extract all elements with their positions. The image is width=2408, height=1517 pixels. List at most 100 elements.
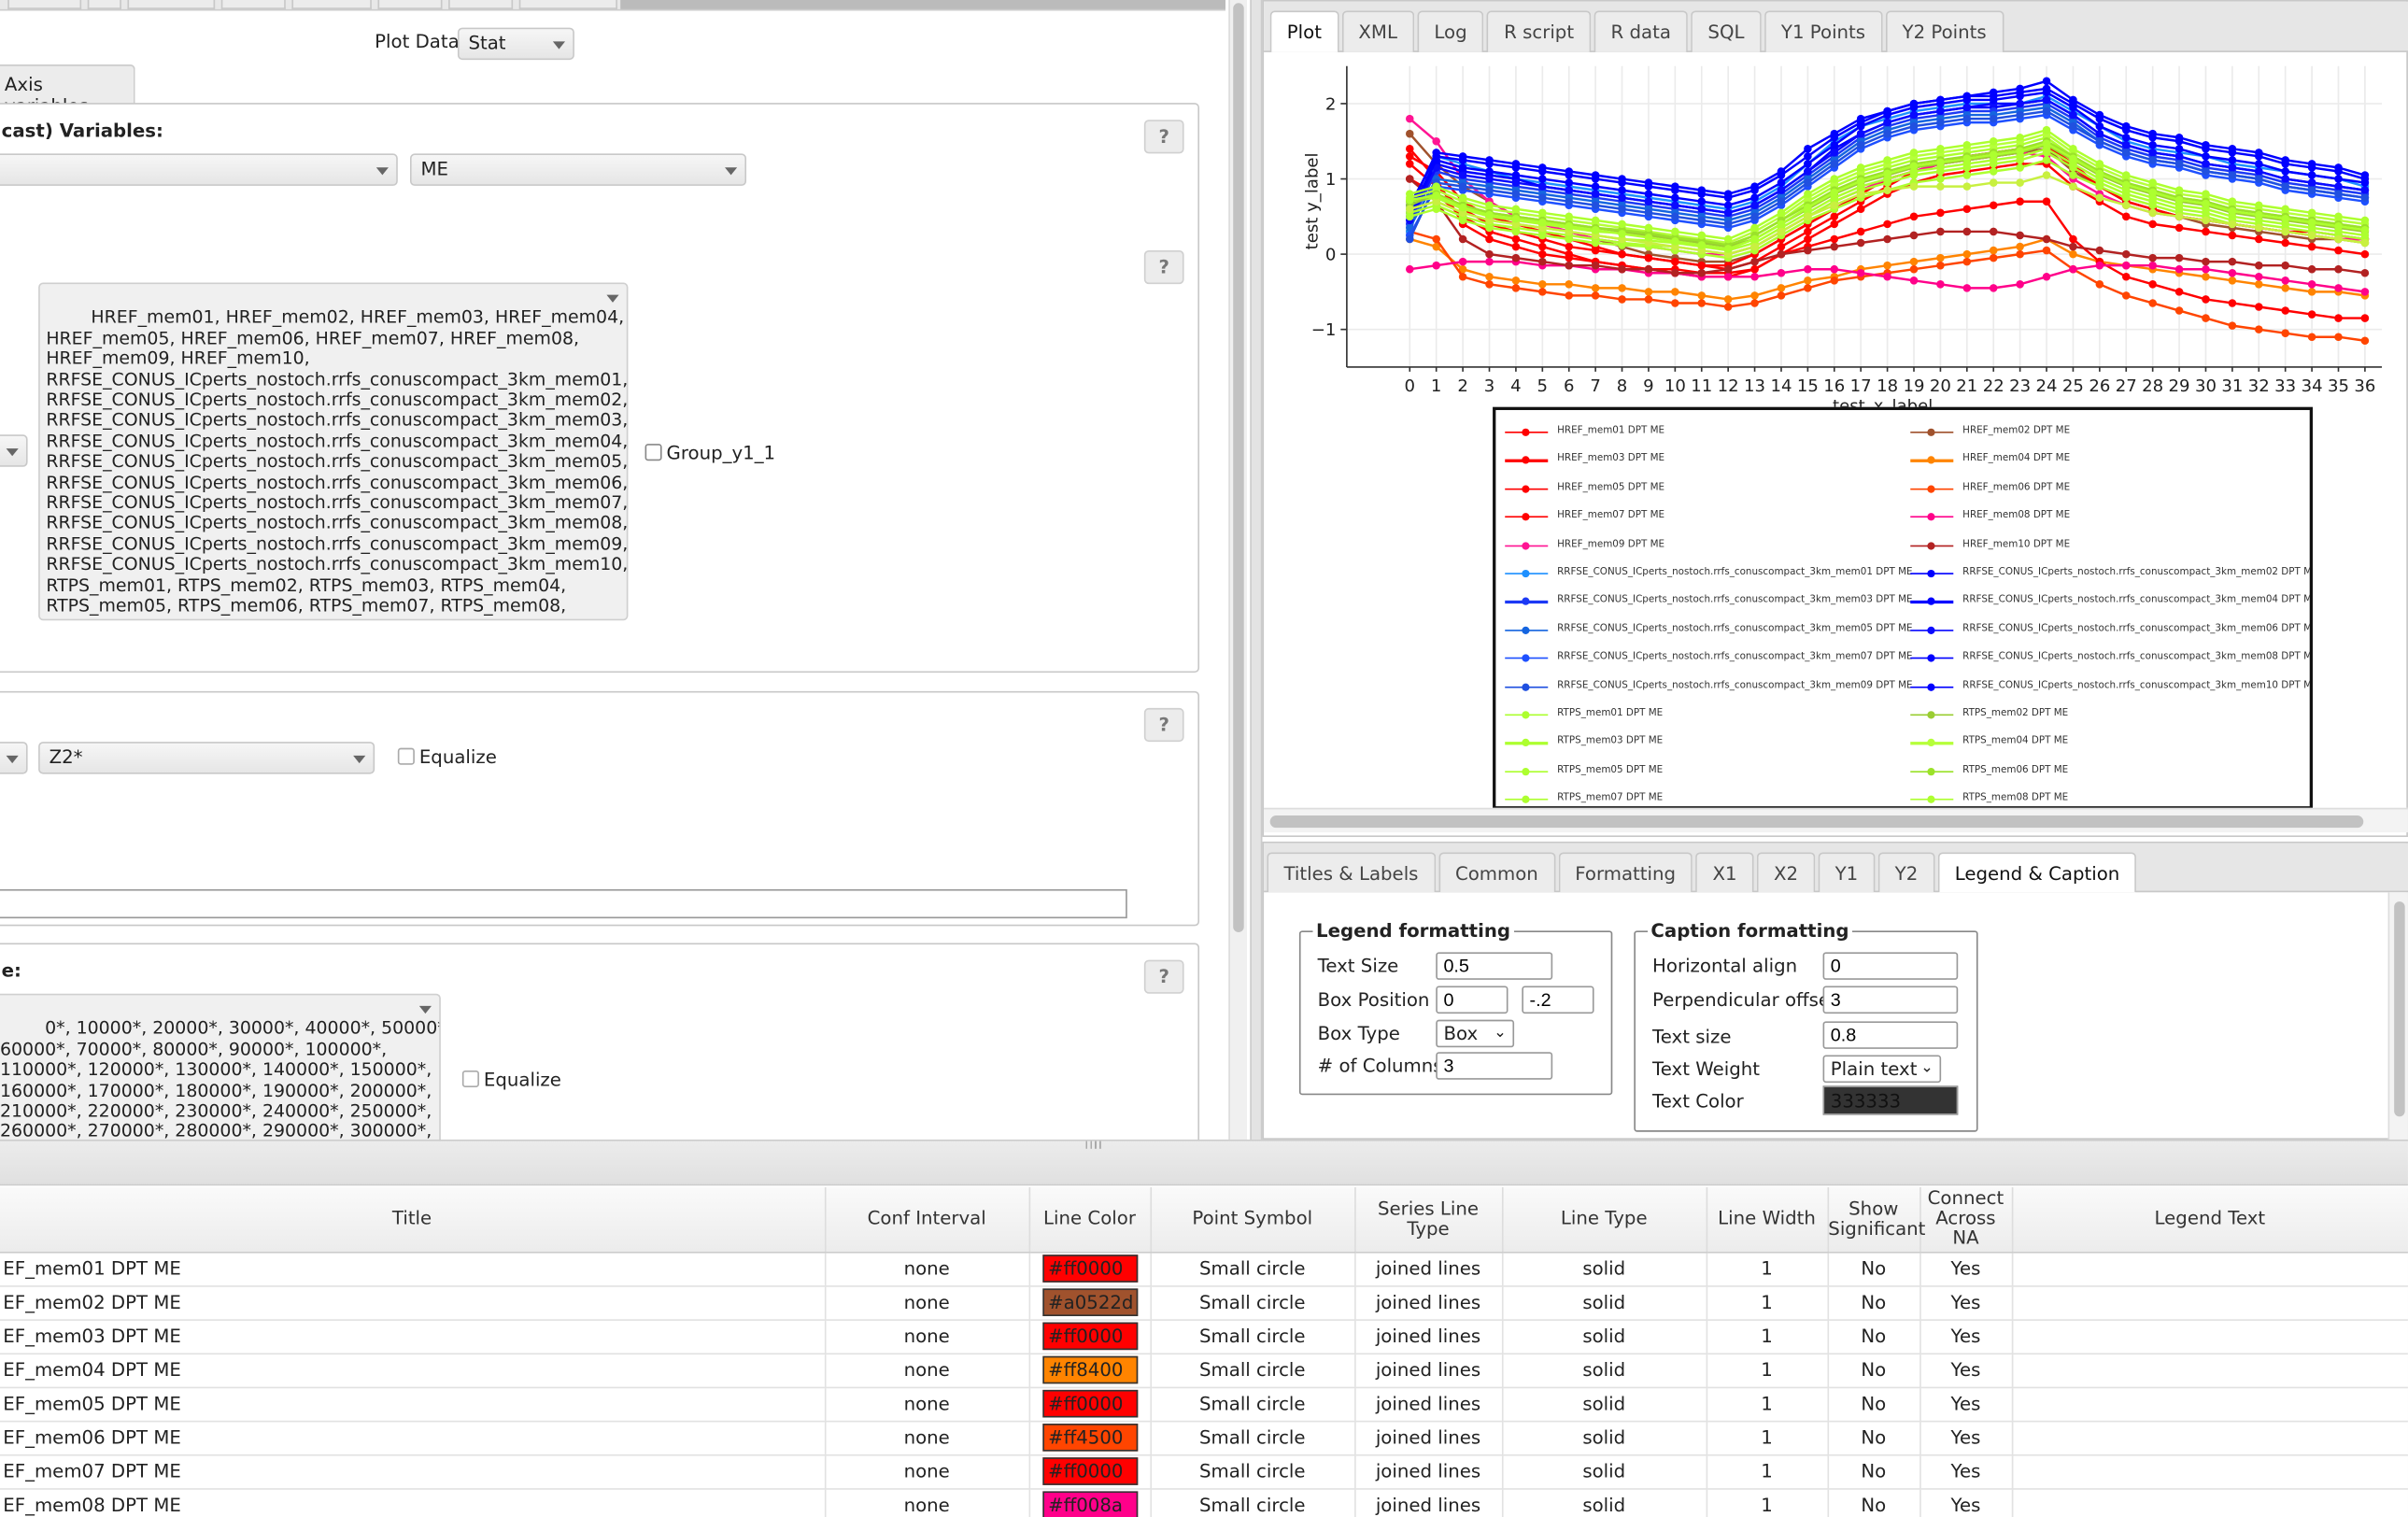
table-row[interactable]: EF_mem01 DPT ME none #ff0000 Small circle jo… xyxy=(0,1251,2408,1286)
cell-line-color[interactable]: #ff0000 xyxy=(1028,1453,1152,1489)
cell-conf-interval[interactable]: none xyxy=(824,1251,1030,1286)
cell-line-type[interactable]: solid xyxy=(1501,1353,1707,1388)
settings-scrollbar[interactable] xyxy=(2387,892,2408,1141)
cell-series-line-type[interactable]: joined lines xyxy=(1354,1319,1503,1354)
cell-title[interactable]: EF_mem08 DPT ME xyxy=(0,1488,826,1517)
table-row[interactable]: EF_mem04 DPT ME none #ff8400 Small circle jo… xyxy=(0,1353,2408,1388)
cell-point-symbol[interactable]: Small circle xyxy=(1150,1353,1355,1388)
left-tab-stub[interactable] xyxy=(291,0,372,9)
cell-series-line-type[interactable]: joined lines xyxy=(1354,1285,1503,1321)
cell-legend-text[interactable] xyxy=(2011,1251,2408,1286)
cell-show-significant[interactable]: No xyxy=(1827,1319,1920,1354)
cell-line-type[interactable]: solid xyxy=(1501,1420,1707,1455)
left-tab-stub[interactable] xyxy=(220,0,286,9)
legend-box-position-y-input[interactable] xyxy=(1522,985,1594,1014)
horizontal-splitter[interactable] xyxy=(0,1139,2408,1186)
cell-line-type[interactable]: solid xyxy=(1501,1453,1707,1489)
cell-point-symbol[interactable]: Small circle xyxy=(1150,1386,1355,1422)
equalize-checkbox[interactable] xyxy=(397,747,415,765)
equalize2-checkbox[interactable] xyxy=(461,1070,479,1088)
left-tab-stub[interactable] xyxy=(87,0,121,9)
table-row[interactable]: EF_mem05 DPT ME none #ff0000 Small circle jo… xyxy=(0,1386,2408,1422)
cell-line-width[interactable]: 1 xyxy=(1706,1386,1829,1422)
cell-show-significant[interactable]: No xyxy=(1827,1285,1920,1321)
cell-title[interactable]: EF_mem06 DPT ME xyxy=(0,1420,826,1455)
help-button[interactable]: ? xyxy=(1143,707,1184,743)
cell-title[interactable]: EF_mem07 DPT ME xyxy=(0,1453,826,1489)
splitter-grip[interactable] xyxy=(1085,1141,1101,1149)
color-swatch[interactable]: #ff4500 xyxy=(1041,1424,1138,1452)
tab-x2[interactable]: X2 xyxy=(1756,852,1816,893)
legend-text-size-input[interactable] xyxy=(1436,952,1553,980)
cell-legend-text[interactable] xyxy=(2011,1488,2408,1517)
cell-title[interactable]: EF_mem01 DPT ME xyxy=(0,1251,826,1286)
tab-legend-caption[interactable]: Legend & Caption xyxy=(1937,852,2137,893)
tab-common[interactable]: Common xyxy=(1438,852,1555,893)
tab-sql[interactable]: SQL xyxy=(1691,10,1762,52)
cell-legend-text[interactable] xyxy=(2011,1453,2408,1489)
stat-select[interactable]: ME xyxy=(409,153,747,186)
cell-series-line-type[interactable]: joined lines xyxy=(1354,1353,1503,1388)
help-button[interactable]: ? xyxy=(1143,120,1184,154)
caption-h-align-input[interactable] xyxy=(1822,952,1959,980)
cell-line-color[interactable]: #ff0000 xyxy=(1028,1319,1152,1354)
cell-line-color[interactable]: #ff008a xyxy=(1028,1488,1152,1517)
cell-line-width[interactable]: 1 xyxy=(1706,1319,1829,1354)
tab-y1[interactable]: Y1 xyxy=(1818,852,1876,893)
fcst-var-select[interactable] xyxy=(0,153,398,186)
cell-line-width[interactable]: 1 xyxy=(1706,1353,1829,1388)
cell-connect-across-na[interactable]: Yes xyxy=(1919,1319,2013,1354)
cell-connect-across-na[interactable]: Yes xyxy=(1919,1420,2013,1455)
col-show-significant[interactable]: Show Significant xyxy=(1827,1186,1925,1253)
left-tab-stub[interactable] xyxy=(7,0,82,9)
members-listbox[interactable]: HREF_mem01, HREF_mem02, HREF_mem03, HREF… xyxy=(38,282,629,621)
cell-line-type[interactable]: solid xyxy=(1501,1251,1707,1286)
cell-connect-across-na[interactable]: Yes xyxy=(1919,1453,2013,1489)
col-line-width[interactable]: Line Width xyxy=(1706,1186,1829,1253)
cell-connect-across-na[interactable]: Yes xyxy=(1919,1386,2013,1422)
col-legend-text[interactable]: Legend Text xyxy=(2011,1186,2408,1253)
cell-title[interactable]: EF_mem04 DPT ME xyxy=(0,1353,826,1388)
model-field-select[interactable] xyxy=(0,434,28,467)
tab-y2-points[interactable]: Y2 Points xyxy=(1885,10,2004,52)
left-tab-stub[interactable] xyxy=(377,0,443,9)
col-point-symbol[interactable]: Point Symbol xyxy=(1150,1186,1355,1253)
cell-show-significant[interactable]: No xyxy=(1827,1353,1920,1388)
group-checkbox-row[interactable]: Group_y1_1 xyxy=(644,443,775,464)
color-swatch[interactable]: #ff0000 xyxy=(1041,1457,1138,1485)
cell-conf-interval[interactable]: none xyxy=(824,1420,1030,1455)
caption-text-color-input[interactable]: 333333 xyxy=(1822,1085,1959,1115)
cell-series-line-type[interactable]: joined lines xyxy=(1354,1488,1503,1517)
cell-point-symbol[interactable]: Small circle xyxy=(1150,1319,1355,1354)
table-row[interactable]: EF_mem03 DPT ME none #ff0000 Small circle jo… xyxy=(0,1319,2408,1354)
table-row[interactable]: EF_mem07 DPT ME none #ff0000 Small circle jo… xyxy=(0,1453,2408,1489)
tab-y1-points[interactable]: Y1 Points xyxy=(1764,10,1883,52)
cell-conf-interval[interactable]: none xyxy=(824,1453,1030,1489)
color-swatch[interactable]: #ff008a xyxy=(1041,1491,1138,1517)
cell-conf-interval[interactable]: none xyxy=(824,1386,1030,1422)
caption-perp-offset-input[interactable] xyxy=(1822,985,1959,1014)
left-scrollbar[interactable] xyxy=(1228,0,1248,1140)
tab-log[interactable]: Log xyxy=(1417,10,1484,52)
table-row[interactable]: EF_mem06 DPT ME none #ff4500 Small circle jo… xyxy=(0,1420,2408,1455)
cell-point-symbol[interactable]: Small circle xyxy=(1150,1251,1355,1286)
help-button[interactable]: ? xyxy=(1143,959,1184,994)
left-tab-stub[interactable] xyxy=(448,0,514,9)
cell-line-color[interactable]: #ff4500 xyxy=(1028,1420,1152,1455)
tab-xml[interactable]: XML xyxy=(1341,10,1415,52)
caption-text-size-input[interactable] xyxy=(1822,1021,1959,1049)
cell-connect-across-na[interactable]: Yes xyxy=(1919,1285,2013,1321)
cell-show-significant[interactable]: No xyxy=(1827,1420,1920,1455)
plot-data-select[interactable]: Stat xyxy=(457,27,574,61)
cell-conf-interval[interactable]: none xyxy=(824,1353,1030,1388)
cell-line-color[interactable]: #a0522d xyxy=(1028,1285,1152,1321)
col-title[interactable]: Title xyxy=(0,1186,826,1253)
level-select[interactable]: Z2* xyxy=(38,742,375,774)
cell-title[interactable]: EF_mem05 DPT ME xyxy=(0,1386,826,1422)
left-tab-stub[interactable] xyxy=(127,0,216,9)
cell-legend-text[interactable] xyxy=(2011,1353,2408,1388)
cell-series-line-type[interactable]: joined lines xyxy=(1354,1386,1503,1422)
color-swatch[interactable]: #ff0000 xyxy=(1041,1389,1138,1418)
cell-point-symbol[interactable]: Small circle xyxy=(1150,1453,1355,1489)
plot-hscrollbar-thumb[interactable] xyxy=(1269,815,2364,829)
